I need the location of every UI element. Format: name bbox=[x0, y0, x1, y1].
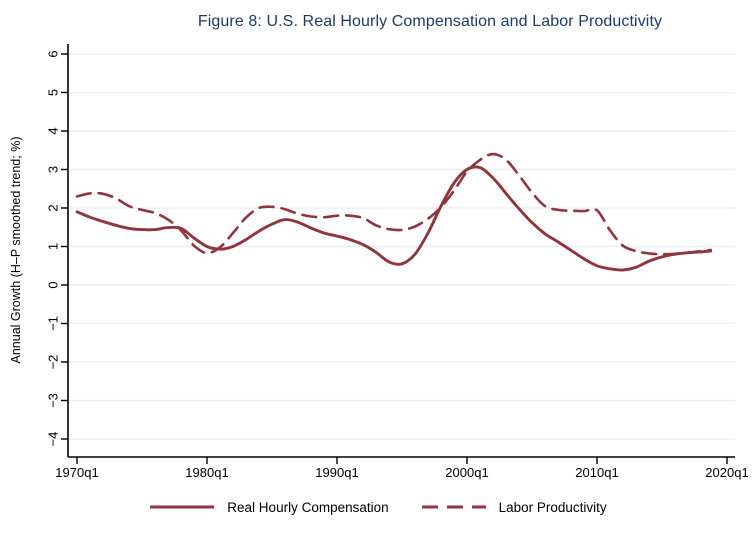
y-tick-label: 5 bbox=[46, 89, 61, 96]
legend-solid-line-swatch bbox=[150, 505, 215, 509]
x-tick-label: 1970q1 bbox=[55, 465, 98, 480]
series-line-real-hourly-compensation bbox=[75, 165, 713, 272]
legend-entry-labor-productivity: Labor Productivity bbox=[421, 500, 607, 515]
y-tick-label: −3 bbox=[46, 393, 61, 408]
y-tick-label: 6 bbox=[46, 50, 61, 57]
y-axis-title: Annual Growth (H–P smoothed trend; %) bbox=[9, 136, 23, 364]
legend-label-labor-productivity: Labor Productivity bbox=[498, 499, 607, 515]
y-tick-label: 2 bbox=[46, 204, 61, 211]
x-tick-label: 2020q1 bbox=[705, 465, 748, 480]
x-tick-label: 1990q1 bbox=[315, 465, 358, 480]
chart-title: Figure 8: U.S. Real Hourly Compensation … bbox=[197, 13, 663, 30]
y-tick-label: 1 bbox=[46, 243, 61, 250]
y-tick-label: 3 bbox=[46, 166, 61, 173]
legend-label-real-hourly-compensation: Real Hourly Compensation bbox=[227, 499, 389, 515]
legend: Real Hourly Compensation Labor Productiv… bbox=[0, 496, 756, 518]
x-tick-label: 1980q1 bbox=[185, 465, 228, 480]
legend-entry-real-hourly-compensation: Real Hourly Compensation bbox=[149, 499, 389, 515]
y-tick-label: −2 bbox=[46, 355, 61, 370]
legend-dashed-line-swatch bbox=[421, 505, 486, 509]
series-line-labor-productivity bbox=[75, 152, 713, 256]
y-tick-label: −4 bbox=[46, 432, 61, 447]
y-tick-label: −1 bbox=[46, 316, 61, 331]
x-tick-label: 2010q1 bbox=[575, 465, 618, 480]
x-tick-label: 2000q1 bbox=[445, 465, 488, 480]
y-tick-label: 4 bbox=[46, 127, 61, 134]
y-tick-label: 0 bbox=[46, 281, 61, 288]
